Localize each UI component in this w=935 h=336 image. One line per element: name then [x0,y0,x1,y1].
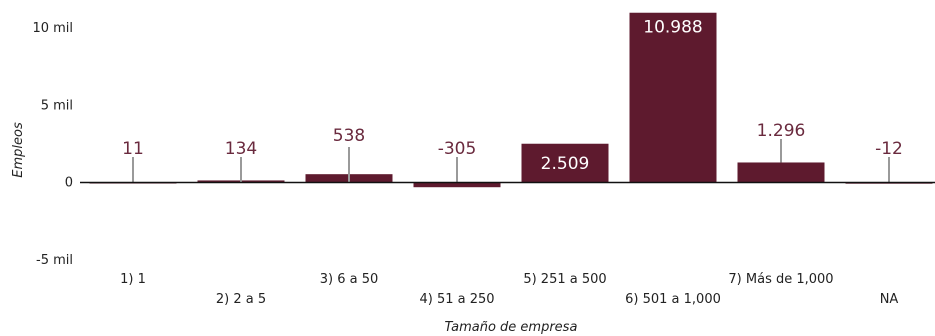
x-category-label: 1) 1 [120,272,146,287]
x-category-label: 5) 251 a 500 [523,272,606,287]
y-tick-label: 0 [65,176,73,191]
data-label: 10.988 [643,18,702,38]
x-category-label: NA [880,292,899,307]
data-label: 538 [333,126,365,146]
data-labels: 11 134 538 -305 2.509 10.988 1.296 -12 [122,18,903,174]
y-axis-title: Empleos [11,122,26,178]
data-label: 11 [122,139,144,159]
x-category-label: 2) 2 a 5 [216,292,266,307]
data-label: -12 [875,139,903,159]
leader-lines [132,139,890,183]
x-category-label: 6) 501 a 1,000 [625,292,721,307]
x-axis-category-labels: 1) 1 2) 2 a 5 3) 6 a 50 4) 51 a 250 5) 251 a… [120,272,898,307]
data-label: 2.509 [541,154,590,174]
data-label: -305 [438,139,477,159]
y-axis-ticks: 10 mil 5 mil 0 -5 mil [32,21,73,268]
x-category-label: 3) 6 a 50 [320,272,379,287]
bar [413,182,501,188]
data-label: 134 [225,139,257,159]
bar [629,12,717,183]
bar [737,162,825,183]
data-label: 1.296 [757,121,806,141]
x-category-label: 4) 51 a 250 [419,292,494,307]
y-tick-label: -5 mil [36,253,73,268]
bar [521,143,609,183]
bars [89,12,933,188]
y-tick-label: 10 mil [32,21,73,36]
y-tick-label: 5 mil [41,98,73,113]
x-axis-title: Tamaño de empresa [445,320,578,335]
x-category-label: 7) Más de 1,000 [728,272,833,287]
